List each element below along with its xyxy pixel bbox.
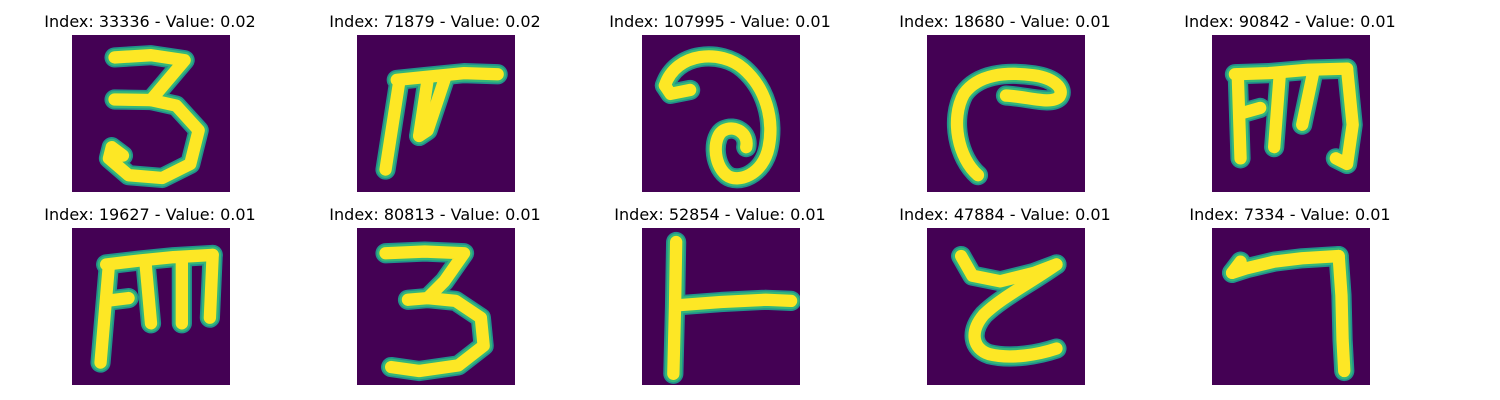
glyph-curl bbox=[951, 245, 1067, 367]
panel-title: Index: 7334 - Value: 0.01 bbox=[1189, 205, 1391, 224]
glyph-image bbox=[1212, 228, 1370, 385]
panel-10: Index: 7334 - Value: 0.01 bbox=[1140, 193, 1440, 385]
glyph-three bbox=[98, 45, 209, 189]
panel-7: Index: 80813 - Value: 0.01 bbox=[285, 193, 585, 385]
glyph-image bbox=[357, 35, 515, 192]
stroke-core bbox=[379, 66, 504, 176]
glyph-image bbox=[72, 228, 230, 385]
glyph-image bbox=[642, 228, 800, 385]
stroke-core bbox=[950, 67, 1067, 182]
panel-title: Index: 18680 - Value: 0.01 bbox=[899, 12, 1111, 31]
glyph-image bbox=[1212, 35, 1370, 192]
stroke-core bbox=[94, 248, 219, 369]
glyph-image bbox=[927, 228, 1085, 385]
panel-6: Index: 19627 - Value: 0.01 bbox=[0, 193, 300, 385]
panel-title: Index: 33336 - Value: 0.02 bbox=[44, 12, 256, 31]
glyph-corner bbox=[1222, 245, 1355, 382]
stroke-core bbox=[658, 50, 777, 185]
panel-title: Index: 80813 - Value: 0.01 bbox=[329, 205, 541, 224]
glyph-ma bbox=[1224, 58, 1363, 175]
panel-8: Index: 52854 - Value: 0.01 bbox=[570, 193, 870, 385]
glyph-image bbox=[357, 228, 515, 385]
panel-title: Index: 107995 - Value: 0.01 bbox=[609, 12, 831, 31]
stroke-core bbox=[102, 49, 205, 185]
panel-title: Index: 90842 - Value: 0.01 bbox=[1184, 12, 1396, 31]
glyph-ma bbox=[90, 244, 223, 373]
stroke-core bbox=[1225, 249, 1351, 378]
glyph-tack bbox=[663, 231, 800, 384]
stroke-core bbox=[1228, 62, 1359, 171]
panel-4: Index: 18680 - Value: 0.01 bbox=[855, 0, 1155, 192]
glyph-image bbox=[642, 35, 800, 192]
glyph-image bbox=[72, 35, 230, 192]
glyph-ta bbox=[375, 63, 508, 180]
panel-3: Index: 107995 - Value: 0.01 bbox=[570, 0, 870, 192]
panel-1: Index: 33336 - Value: 0.02 bbox=[0, 0, 300, 192]
stroke-core bbox=[667, 235, 798, 380]
panel-5: Index: 90842 - Value: 0.01 bbox=[1140, 0, 1440, 192]
panel-9: Index: 47884 - Value: 0.01 bbox=[855, 193, 1155, 385]
glyph-image bbox=[927, 35, 1085, 192]
glyph-hook bbox=[946, 63, 1071, 186]
glyph-three bbox=[375, 241, 494, 382]
panel-title: Index: 47884 - Value: 0.01 bbox=[899, 205, 1111, 224]
stroke-core bbox=[954, 249, 1063, 363]
panel-title: Index: 71879 - Value: 0.02 bbox=[329, 12, 541, 31]
glyph-loop bbox=[654, 46, 781, 189]
panel-title: Index: 19627 - Value: 0.01 bbox=[44, 205, 256, 224]
panel-2: Index: 71879 - Value: 0.02 bbox=[285, 0, 585, 192]
stroke-core bbox=[379, 245, 490, 378]
panel-title: Index: 52854 - Value: 0.01 bbox=[614, 205, 826, 224]
